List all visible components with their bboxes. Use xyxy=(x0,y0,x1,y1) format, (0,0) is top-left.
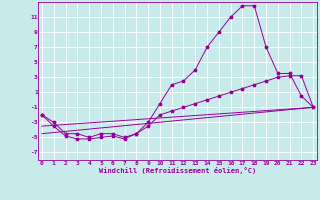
X-axis label: Windchill (Refroidissement éolien,°C): Windchill (Refroidissement éolien,°C) xyxy=(99,167,256,174)
